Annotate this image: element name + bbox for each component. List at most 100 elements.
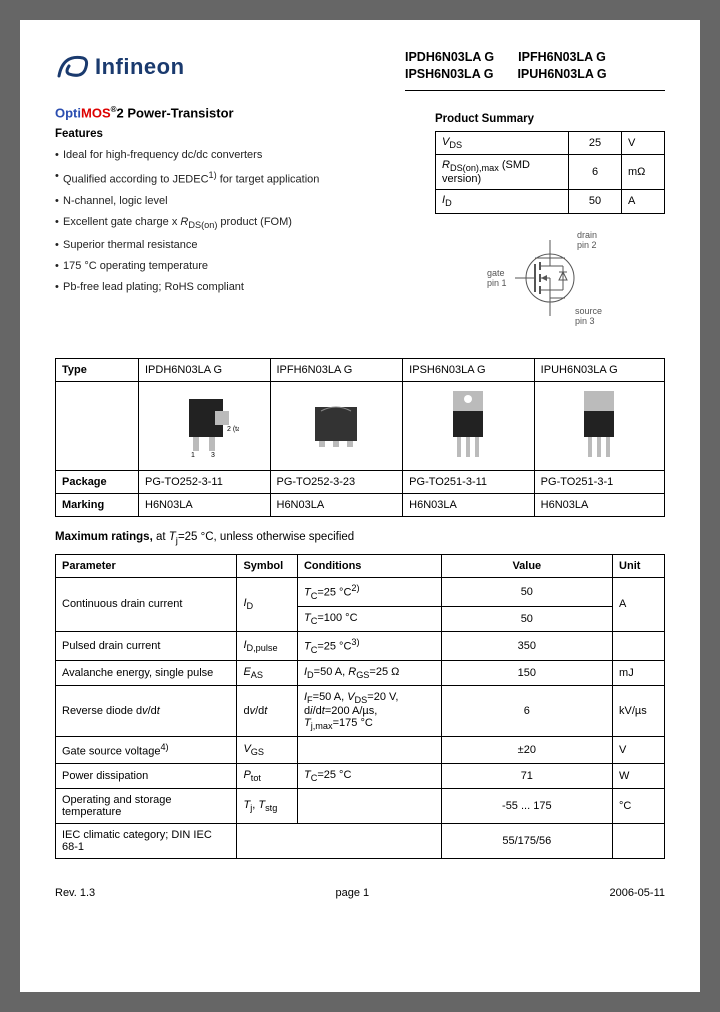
rating-value: 50 <box>441 606 612 631</box>
svg-text:pin 1: pin 1 <box>487 278 507 288</box>
ratings-col-symbol: Symbol <box>237 554 298 577</box>
title-suffix: 2 Power-Transistor <box>117 105 234 120</box>
summary-value: 25 <box>569 132 622 155</box>
package-value: PG-TO251-3-11 <box>403 470 535 493</box>
rating-param: Pulsed drain current <box>56 631 237 660</box>
features-list: Ideal for high-frequency dc/dc converter… <box>55 149 409 293</box>
features-header: Features <box>55 128 409 140</box>
summary-unit: V <box>622 132 665 155</box>
feature-item: 175 °C operating temperature <box>55 260 409 272</box>
rating-cond <box>297 789 441 824</box>
summary-param: RDS(on),max (SMD version) <box>436 155 569 190</box>
svg-text:pin 2: pin 2 <box>577 240 597 250</box>
feature-item: Excellent gate charge x RDS(on) product … <box>55 216 409 230</box>
rating-cond: TC=25 °C3) <box>297 631 441 660</box>
summary-value: 50 <box>569 190 622 213</box>
svg-text:drain: drain <box>577 230 597 240</box>
ratings-col-unit: Unit <box>613 554 665 577</box>
summary-param: ID <box>436 190 569 213</box>
svg-text:gate: gate <box>487 268 505 278</box>
rating-value: ±20 <box>441 737 612 764</box>
package-image <box>270 381 403 470</box>
marking-value: H6N03LA <box>534 493 664 516</box>
summary-table: VDS 25 VRDS(on),max (SMD version) 6 mΩID… <box>435 131 665 214</box>
rating-symbol: Ptot <box>237 763 298 788</box>
marking-label: Marking <box>56 493 139 516</box>
title-prefix: Opti <box>55 105 81 120</box>
svg-text:source: source <box>575 306 602 316</box>
ratings-heading: Maximum ratings, at Tj=25 °C, unless oth… <box>55 531 665 546</box>
rating-value: 6 <box>441 685 612 736</box>
rating-symbol: dv/dt <box>237 685 298 736</box>
rating-cond: TC=25 °C2) <box>297 577 441 606</box>
types-header: IPFH6N03LA G <box>270 358 403 381</box>
svg-text:pin 3: pin 3 <box>575 316 595 326</box>
package-label: Package <box>56 470 139 493</box>
part-0-0: IPDH6N03LA G <box>405 50 494 64</box>
types-header: Type <box>56 358 139 381</box>
rating-unit: V <box>613 737 665 764</box>
right-column: Product Summary VDS 25 V RDS(on),max (SMD… <box>435 105 665 328</box>
types-table: TypeIPDH6N03LA GIPFH6N03LA GIPSH6N03LA G… <box>55 358 665 517</box>
summary-header: Product Summary <box>435 113 665 125</box>
intro-columns: OptiMOS®2 Power-Transistor Features Idea… <box>55 105 665 328</box>
marking-value: H6N03LA <box>270 493 403 516</box>
package-value: PG-TO251-3-1 <box>534 470 664 493</box>
rating-value: 50 <box>441 577 612 606</box>
ratings-col-value: Value <box>441 554 612 577</box>
package-image <box>403 381 535 470</box>
rating-cond: TC=100 °C <box>297 606 441 631</box>
rating-param: Power dissipation <box>56 763 237 788</box>
part-numbers: IPDH6N03LA G IPFH6N03LA G IPSH6N03LA G I… <box>405 50 665 91</box>
ratings-heading-bold: Maximum ratings, <box>55 531 153 543</box>
summary-unit: mΩ <box>622 155 665 190</box>
rating-value: 55/175/56 <box>441 824 612 859</box>
marking-value: H6N03LA <box>403 493 535 516</box>
rating-param: Avalanche energy, single pulse <box>56 660 237 685</box>
left-column: OptiMOS®2 Power-Transistor Features Idea… <box>55 105 409 328</box>
rating-unit: °C <box>613 789 665 824</box>
part-0-1: IPFH6N03LA G <box>518 50 606 64</box>
footer: Rev. 1.3 page 1 2006-05-11 <box>55 887 665 899</box>
part-1-1: IPUH6N03LA G <box>517 67 606 81</box>
package-image: 132 (tab) <box>139 381 271 470</box>
rating-value: 71 <box>441 763 612 788</box>
feature-item: Ideal for high-frequency dc/dc converter… <box>55 149 409 161</box>
rating-unit: kV/µs <box>613 685 665 736</box>
ratings-heading-rest: at Tj=25 °C, unless otherwise specified <box>153 531 354 543</box>
logo: Infineon <box>55 50 185 84</box>
rating-symbol: ID <box>237 577 298 631</box>
infineon-swirl-icon <box>55 50 91 84</box>
svg-text:3: 3 <box>211 452 215 459</box>
rating-unit <box>613 631 665 660</box>
summary-param: VDS <box>436 132 569 155</box>
part-1-0: IPSH6N03LA G <box>405 67 493 81</box>
pin-diagram: drain pin 2 gate pin 1 source pin 3 <box>435 228 665 328</box>
package-value: PG-TO252-3-23 <box>270 470 403 493</box>
product-title: OptiMOS®2 Power-Transistor <box>55 105 409 120</box>
types-header: IPUH6N03LA G <box>534 358 664 381</box>
ratings-col-param: Parameter <box>56 554 237 577</box>
header: Infineon IPDH6N03LA G IPFH6N03LA G IPSH6… <box>55 50 665 91</box>
rating-value: -55 ... 175 <box>441 789 612 824</box>
rating-param: Continuous drain current <box>56 577 237 631</box>
summary-unit: A <box>622 190 665 213</box>
rating-cond <box>297 737 441 764</box>
rating-unit: W <box>613 763 665 788</box>
rating-value: 150 <box>441 660 612 685</box>
footer-date: 2006-05-11 <box>610 887 665 899</box>
types-header: IPDH6N03LA G <box>139 358 271 381</box>
marking-value: H6N03LA <box>139 493 271 516</box>
footer-page: page 1 <box>336 887 370 899</box>
types-header: IPSH6N03LA G <box>403 358 535 381</box>
rating-unit: A <box>613 577 665 631</box>
package-value: PG-TO252-3-11 <box>139 470 271 493</box>
rating-symbol: VGS <box>237 737 298 764</box>
ratings-table: Parameter Symbol Conditions Value Unit C… <box>55 554 665 859</box>
datasheet-page: Infineon IPDH6N03LA G IPFH6N03LA G IPSH6… <box>20 20 700 992</box>
package-image <box>534 381 664 470</box>
svg-text:1: 1 <box>191 452 195 459</box>
rating-param: Operating and storage temperature <box>56 789 237 824</box>
ratings-col-cond: Conditions <box>297 554 441 577</box>
logo-text: Infineon <box>95 54 185 80</box>
